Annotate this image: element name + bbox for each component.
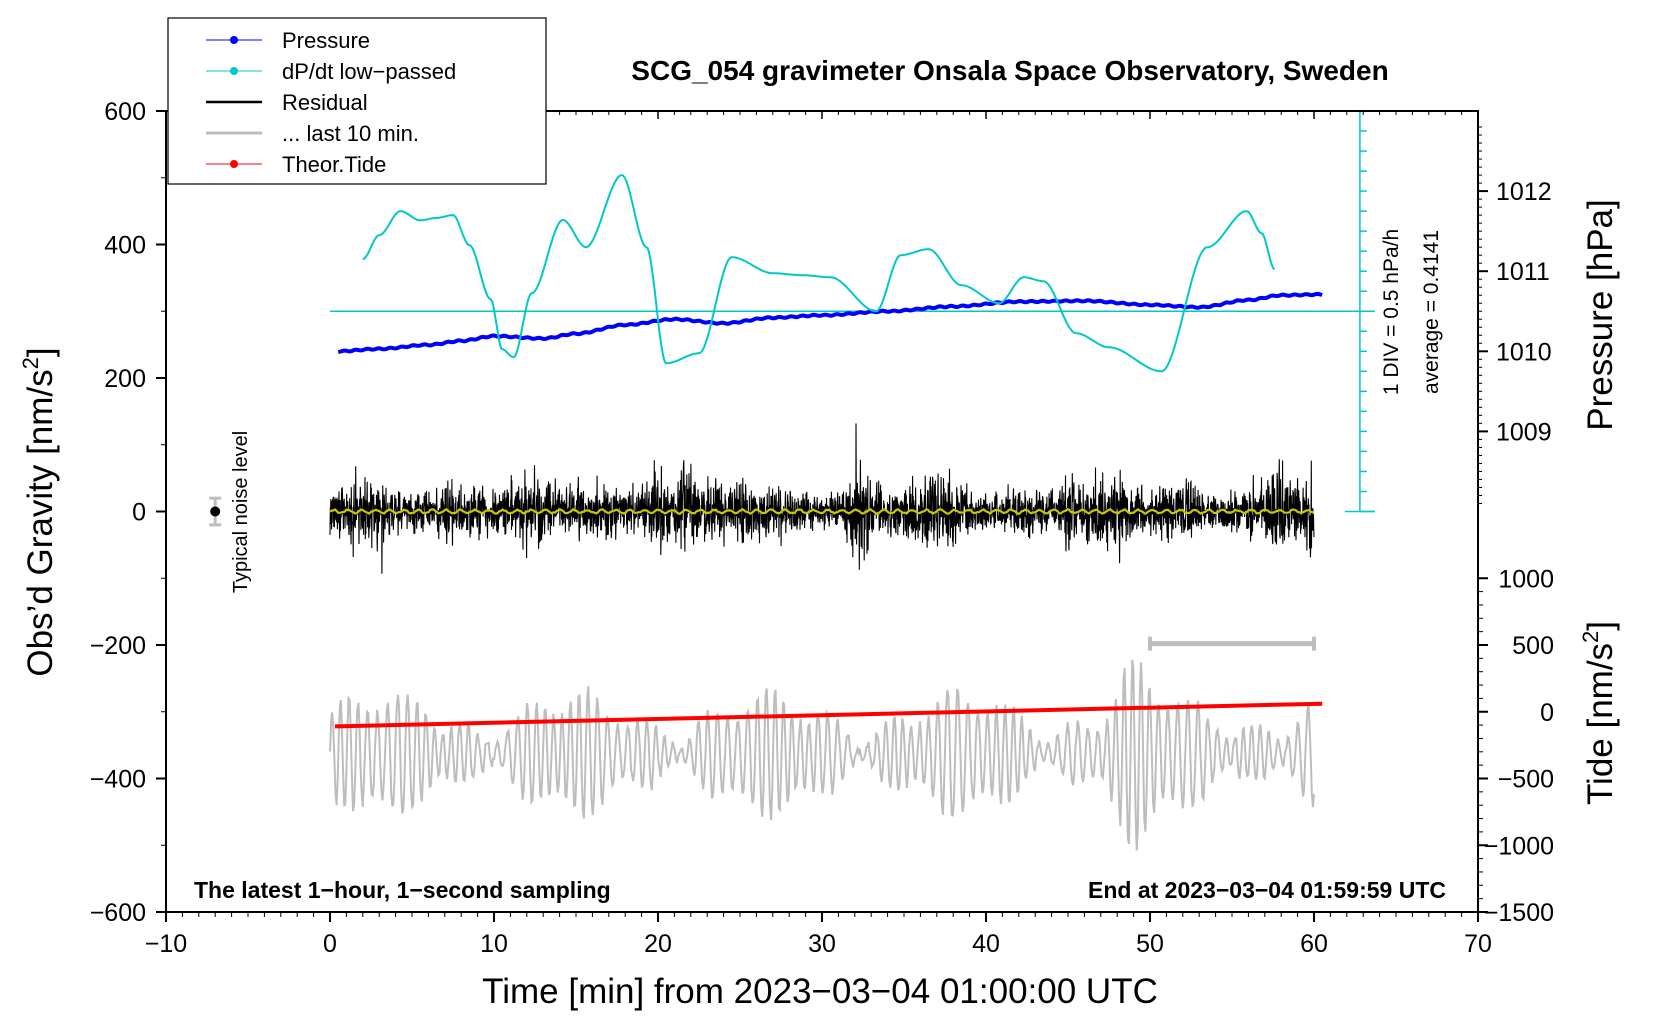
last-10-min-series xyxy=(329,636,1316,851)
tide-tick-label: 500 xyxy=(1512,632,1554,660)
x-tick-label: 50 xyxy=(1136,930,1164,958)
tide-tick-label: 0 xyxy=(1540,699,1554,727)
dpdt-scale xyxy=(330,110,1375,513)
pressure-tick-label: 1009 xyxy=(1496,418,1552,446)
x-tick-label: 40 xyxy=(972,930,1000,958)
tide-axis-label-sup: 2 xyxy=(1578,631,1603,643)
legend-label: Pressure xyxy=(282,28,370,53)
x-tick-label: 10 xyxy=(480,930,508,958)
legend-label: ... last 10 min. xyxy=(282,121,419,146)
dpdt-scale-label: 1 DIV = 0.5 hPa/h xyxy=(1380,229,1403,395)
pressure-axis-label: Pressure [hPa] xyxy=(1581,199,1620,431)
tide-tick-label: −1000 xyxy=(1484,832,1554,860)
chart-title: SCG_054 gravimeter Onsala Space Observat… xyxy=(631,55,1388,86)
residual-smoothed-line xyxy=(329,507,1315,516)
theor-tide-series xyxy=(334,701,1323,729)
legend-marker xyxy=(230,67,238,75)
y-axis-label: Obs’d Gravity [nm/s2] xyxy=(18,347,60,676)
noise-marker xyxy=(209,496,222,527)
pressure-series xyxy=(338,291,1323,354)
y-tick-label: −200 xyxy=(90,632,146,660)
y-tick-label: 600 xyxy=(104,98,146,126)
y-tick-label: −600 xyxy=(90,899,146,927)
tide-axis-label-main: Tide [nm/s xyxy=(1581,643,1620,805)
noise-point xyxy=(210,506,221,517)
pressure-tick-label: 1012 xyxy=(1496,178,1552,206)
x-tick-label: 30 xyxy=(808,930,836,958)
y-axis-label-close: ] xyxy=(21,347,60,357)
pressure-line xyxy=(338,291,1323,354)
x-tick-label: 0 xyxy=(323,930,337,958)
tide-axis-label-close: ] xyxy=(1581,621,1620,631)
dpdt-line xyxy=(362,174,1276,373)
residual-series xyxy=(329,423,1315,574)
tide-tick-label: 1000 xyxy=(1498,565,1554,593)
footer-right-label: End at 2023−03−04 01:59:59 UTC xyxy=(1088,877,1446,903)
y-axis-label-main: Obs’d Gravity [nm/s xyxy=(21,369,60,676)
residual-line xyxy=(329,423,1315,574)
tide-tick-label: −1500 xyxy=(1484,899,1554,927)
x-tick-label: 70 xyxy=(1464,930,1492,958)
legend-marker xyxy=(230,160,238,168)
legend-label: dP/dt low−passed xyxy=(282,59,456,84)
y-tick-label: 200 xyxy=(104,365,146,393)
legend-marker xyxy=(230,36,238,44)
pressure-tick-label: 1011 xyxy=(1496,258,1550,286)
last-10-min-line xyxy=(329,659,1315,851)
dpdt-series xyxy=(362,174,1276,373)
legend-label: Theor.Tide xyxy=(282,152,386,177)
x-tick-label: 20 xyxy=(644,930,672,958)
tide-tick-label: −500 xyxy=(1498,766,1554,794)
legend-label: Residual xyxy=(282,90,368,115)
x-tick-label: −10 xyxy=(145,930,187,958)
legend: Pressure dP/dt low−passed Residual ... last… xyxy=(167,17,547,185)
tide-axis-label: Tide [nm/s2] xyxy=(1578,621,1620,805)
theor-tide-line xyxy=(334,701,1323,729)
pressure-tick-label: 1010 xyxy=(1496,338,1552,366)
y-tick-label: 0 xyxy=(132,499,146,527)
x-tick-label: 60 xyxy=(1300,930,1328,958)
axes: −10 0 10 20 30 40 50 60 70 600 400 200 0 −200 −400 −600… xyxy=(90,98,1554,958)
y-tick-label: 400 xyxy=(104,232,146,260)
footer-left-label: The latest 1−hour, 1−second sampling xyxy=(194,877,611,903)
dpdt-average-label: average = 0.4141 xyxy=(1420,230,1443,394)
noise-level-label: Typical noise level xyxy=(230,431,252,593)
y-axis-label-sup: 2 xyxy=(18,357,43,369)
x-axis-label: Time [min] from 2023−03−04 01:00:00 UTC xyxy=(482,972,1158,1011)
y-tick-label: −400 xyxy=(90,766,146,794)
